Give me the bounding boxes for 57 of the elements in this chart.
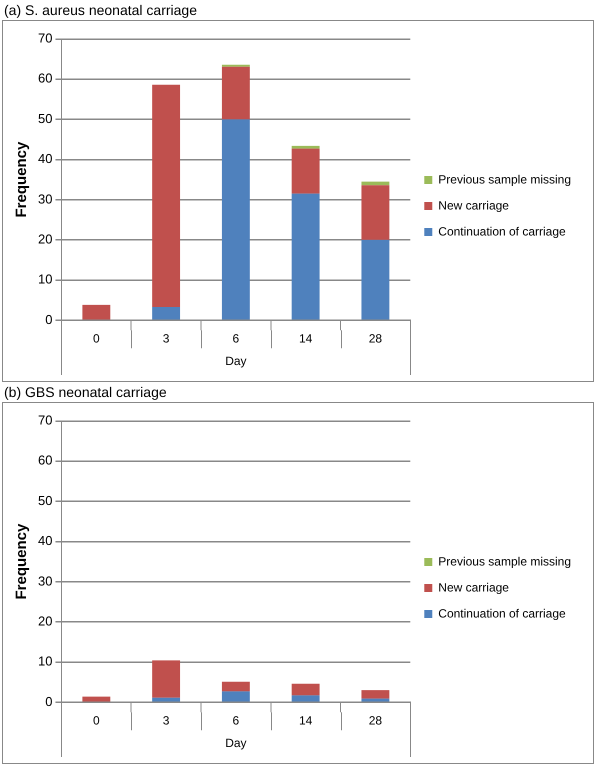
x-tick-label: 14 bbox=[298, 332, 313, 346]
chart-title: (a) S. aureus neonatal carriage bbox=[3, 1, 198, 20]
y-tick-label: 0 bbox=[45, 312, 52, 327]
bar bbox=[152, 698, 180, 702]
y-tick-label: 70 bbox=[38, 412, 52, 428]
bar bbox=[152, 306, 180, 320]
y-axis-title: Frequency bbox=[13, 141, 30, 218]
x-tick-label: 0 bbox=[93, 332, 100, 346]
y-tick-label: 40 bbox=[38, 151, 52, 166]
y-tick-label: 50 bbox=[38, 110, 52, 126]
bar bbox=[292, 194, 320, 320]
x-tick-label: 0 bbox=[93, 714, 100, 728]
legend-label: Previous sample missing bbox=[438, 172, 572, 186]
x-axis-title: Day bbox=[225, 736, 247, 750]
bar bbox=[361, 698, 390, 702]
y-tick-label: 60 bbox=[38, 70, 52, 86]
bar bbox=[361, 240, 390, 320]
x-tick-label: 6 bbox=[232, 332, 240, 346]
x-axis-title: Day bbox=[225, 354, 247, 368]
bar bbox=[292, 695, 320, 702]
bar bbox=[361, 690, 390, 699]
bar bbox=[361, 182, 390, 186]
legend-label: New carriage bbox=[438, 198, 510, 212]
y-tick-label: 30 bbox=[38, 573, 52, 588]
legend-label: Previous sample missing bbox=[438, 554, 572, 568]
y-tick-label: 10 bbox=[38, 272, 52, 287]
bar bbox=[82, 696, 110, 702]
y-tick-label: 40 bbox=[38, 533, 52, 548]
bar bbox=[222, 682, 250, 692]
bar bbox=[152, 84, 180, 307]
x-tick-label: 6 bbox=[232, 714, 240, 728]
legend-label: Continuation of carriage bbox=[438, 606, 566, 620]
bar bbox=[222, 66, 250, 120]
bar bbox=[222, 119, 250, 320]
y-tick-label: 50 bbox=[38, 492, 52, 508]
x-tick-label: 14 bbox=[298, 714, 313, 728]
y-axis-title: Frequency bbox=[13, 523, 30, 600]
y-tick-label: 0 bbox=[45, 694, 52, 709]
y-tick-label: 70 bbox=[38, 30, 52, 46]
bar bbox=[222, 691, 250, 702]
x-tick-label: 3 bbox=[162, 332, 170, 346]
chart-title: (b) GBS neonatal carriage bbox=[3, 383, 168, 402]
bar bbox=[292, 148, 320, 194]
y-tick-label: 20 bbox=[38, 231, 52, 246]
bar bbox=[361, 185, 390, 240]
legend-label: Continuation of carriage bbox=[438, 224, 566, 238]
x-tick-label: 28 bbox=[368, 714, 382, 728]
y-tick-label: 10 bbox=[38, 654, 52, 669]
bar bbox=[292, 684, 320, 696]
x-tick-label: 28 bbox=[368, 332, 382, 346]
y-tick-label: 30 bbox=[38, 191, 52, 206]
x-tick-label: 3 bbox=[162, 714, 170, 728]
y-tick-label: 60 bbox=[38, 452, 52, 468]
bar bbox=[82, 304, 110, 320]
y-tick-label: 20 bbox=[38, 613, 52, 628]
legend-label: New carriage bbox=[438, 580, 510, 594]
bar bbox=[152, 660, 180, 698]
